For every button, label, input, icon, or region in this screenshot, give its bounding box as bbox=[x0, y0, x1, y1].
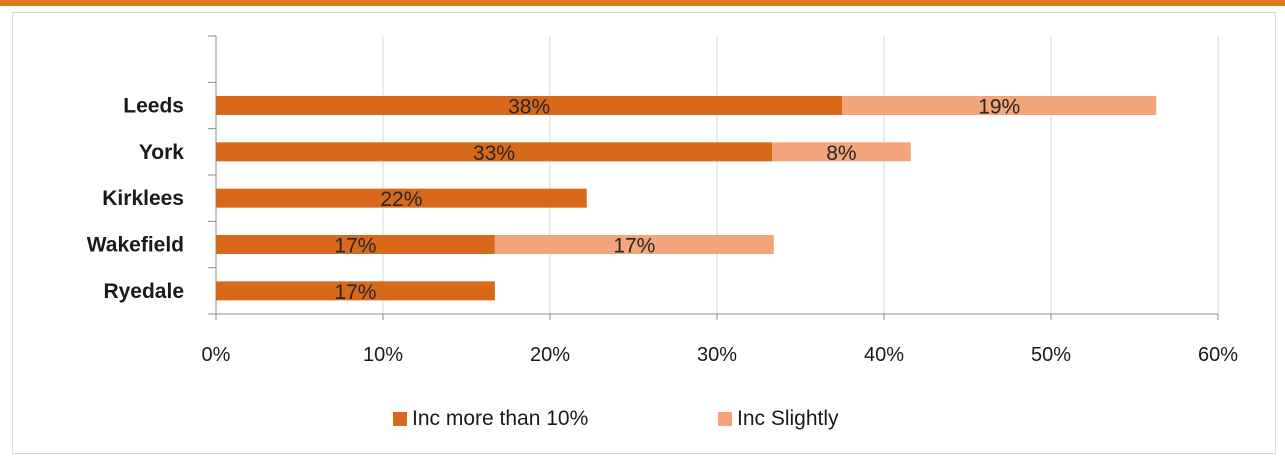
bar-segment bbox=[216, 281, 495, 301]
bar-segment bbox=[216, 142, 773, 162]
bar-segment bbox=[216, 235, 495, 254]
legend-label: Inc more than 10% bbox=[412, 407, 588, 430]
data-label: 17% bbox=[334, 281, 376, 304]
data-label: 33% bbox=[473, 142, 515, 165]
bar-segment bbox=[494, 235, 774, 254]
data-label: 19% bbox=[978, 96, 1020, 119]
data-label: 17% bbox=[334, 235, 376, 258]
category-label: York bbox=[139, 141, 184, 164]
legend-swatch bbox=[393, 412, 407, 426]
legend-label: Inc Slightly bbox=[737, 407, 839, 430]
bar-segment bbox=[216, 188, 587, 208]
category-label: Kirklees bbox=[102, 187, 184, 210]
x-tick-label: 40% bbox=[864, 344, 904, 366]
category-label: Ryedale bbox=[103, 280, 184, 303]
bar-segment bbox=[842, 96, 1157, 115]
category-label: Leeds bbox=[123, 95, 184, 118]
data-label: 17% bbox=[613, 235, 655, 258]
bar-segment bbox=[772, 142, 911, 162]
x-tick-label: 30% bbox=[697, 344, 737, 366]
data-label: 22% bbox=[380, 188, 422, 211]
x-tick-label: 20% bbox=[530, 344, 570, 366]
x-tick-label: 60% bbox=[1198, 344, 1238, 366]
x-tick-label: 0% bbox=[202, 344, 231, 366]
chart-frame bbox=[12, 12, 1276, 454]
data-label: 38% bbox=[508, 96, 550, 119]
category-label: Wakefield bbox=[87, 234, 184, 257]
legend-swatch bbox=[718, 412, 732, 426]
x-tick-label: 50% bbox=[1031, 344, 1071, 366]
top-accent-rule bbox=[0, 0, 1285, 6]
bar-segment bbox=[216, 96, 843, 115]
data-label: 8% bbox=[826, 142, 856, 165]
x-tick-label: 10% bbox=[363, 344, 403, 366]
